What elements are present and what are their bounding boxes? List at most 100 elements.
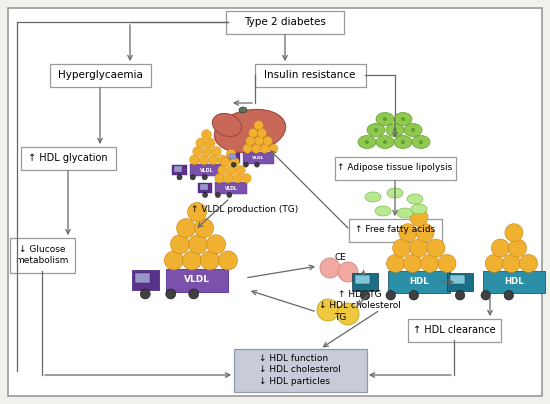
- FancyBboxPatch shape: [349, 219, 442, 242]
- Ellipse shape: [214, 109, 285, 153]
- Text: Hyperglycaemia: Hyperglycaemia: [58, 70, 142, 80]
- Circle shape: [189, 289, 199, 299]
- FancyBboxPatch shape: [174, 166, 182, 172]
- Circle shape: [166, 289, 176, 299]
- Ellipse shape: [387, 188, 403, 198]
- Circle shape: [502, 255, 520, 272]
- Circle shape: [251, 144, 261, 153]
- Circle shape: [427, 239, 445, 257]
- FancyBboxPatch shape: [234, 349, 366, 391]
- Circle shape: [338, 262, 358, 282]
- Circle shape: [491, 239, 509, 257]
- Circle shape: [243, 144, 252, 153]
- Circle shape: [386, 290, 395, 300]
- Circle shape: [255, 136, 263, 145]
- Circle shape: [393, 239, 411, 257]
- Circle shape: [401, 117, 405, 121]
- Circle shape: [421, 255, 439, 272]
- FancyBboxPatch shape: [388, 271, 450, 293]
- Ellipse shape: [394, 135, 412, 149]
- Circle shape: [227, 192, 232, 198]
- Text: VLDL: VLDL: [200, 168, 213, 173]
- Circle shape: [255, 162, 260, 167]
- Circle shape: [365, 140, 369, 144]
- Ellipse shape: [386, 124, 404, 137]
- Circle shape: [195, 219, 213, 238]
- Circle shape: [227, 165, 236, 175]
- Circle shape: [520, 255, 537, 272]
- Circle shape: [189, 235, 207, 254]
- Circle shape: [257, 128, 267, 138]
- Text: VLDL: VLDL: [252, 156, 265, 160]
- Circle shape: [192, 147, 202, 156]
- FancyBboxPatch shape: [132, 270, 158, 290]
- Text: HDL: HDL: [504, 278, 524, 286]
- Circle shape: [226, 149, 236, 159]
- Text: ↓ Glucose
metabolism: ↓ Glucose metabolism: [15, 245, 69, 265]
- Text: ↑ Adipose tissue lipolysis: ↑ Adipose tissue lipolysis: [337, 164, 453, 173]
- Circle shape: [410, 239, 428, 257]
- FancyBboxPatch shape: [190, 164, 223, 176]
- Circle shape: [246, 136, 255, 145]
- FancyBboxPatch shape: [8, 8, 542, 396]
- Circle shape: [401, 140, 405, 144]
- Circle shape: [140, 289, 150, 299]
- Circle shape: [205, 138, 215, 148]
- Circle shape: [214, 173, 224, 183]
- Circle shape: [504, 290, 514, 300]
- FancyBboxPatch shape: [198, 183, 212, 193]
- Circle shape: [360, 290, 370, 300]
- Circle shape: [218, 165, 227, 175]
- FancyBboxPatch shape: [352, 273, 378, 291]
- Circle shape: [254, 121, 263, 130]
- Circle shape: [230, 157, 239, 167]
- Ellipse shape: [212, 114, 241, 137]
- Circle shape: [177, 175, 182, 180]
- FancyBboxPatch shape: [50, 63, 151, 86]
- Circle shape: [170, 235, 189, 254]
- Circle shape: [485, 255, 503, 272]
- Circle shape: [218, 155, 228, 165]
- Circle shape: [200, 251, 219, 270]
- Text: TG: TG: [334, 314, 346, 322]
- Ellipse shape: [404, 124, 422, 137]
- Circle shape: [233, 173, 242, 183]
- Circle shape: [218, 251, 238, 270]
- Ellipse shape: [394, 112, 412, 126]
- Ellipse shape: [397, 208, 413, 218]
- Circle shape: [202, 147, 212, 156]
- FancyBboxPatch shape: [255, 63, 366, 86]
- FancyBboxPatch shape: [483, 271, 545, 293]
- Text: ↑ VLDL production (TG): ↑ VLDL production (TG): [191, 206, 299, 215]
- Circle shape: [399, 224, 417, 242]
- Ellipse shape: [412, 135, 430, 149]
- FancyBboxPatch shape: [9, 238, 74, 273]
- Circle shape: [337, 303, 359, 325]
- Circle shape: [201, 130, 211, 139]
- Text: ↑ HDL-TG
↓ HDL cholesterol: ↑ HDL-TG ↓ HDL cholesterol: [319, 290, 401, 310]
- Circle shape: [416, 224, 434, 242]
- Circle shape: [236, 165, 245, 175]
- Circle shape: [481, 290, 491, 300]
- Circle shape: [410, 208, 428, 226]
- Circle shape: [164, 251, 183, 270]
- Circle shape: [269, 144, 278, 153]
- FancyBboxPatch shape: [355, 276, 370, 284]
- Circle shape: [216, 192, 221, 198]
- Circle shape: [232, 162, 236, 167]
- Text: VLDL: VLDL: [184, 276, 210, 284]
- Circle shape: [438, 255, 456, 272]
- Text: ↑ Free fatty acids: ↑ Free fatty acids: [355, 225, 435, 234]
- Ellipse shape: [407, 194, 423, 204]
- Circle shape: [221, 157, 230, 167]
- Circle shape: [199, 155, 208, 165]
- Circle shape: [224, 173, 233, 183]
- Circle shape: [383, 140, 387, 144]
- Circle shape: [207, 235, 226, 254]
- FancyBboxPatch shape: [447, 273, 474, 291]
- FancyBboxPatch shape: [334, 156, 455, 179]
- Text: HDL: HDL: [409, 278, 429, 286]
- Ellipse shape: [376, 135, 394, 149]
- FancyBboxPatch shape: [227, 153, 240, 163]
- Text: ↑ HDL clearance: ↑ HDL clearance: [412, 325, 496, 335]
